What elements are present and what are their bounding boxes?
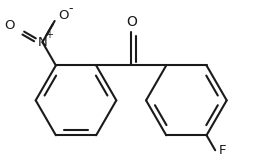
Text: F: F (219, 144, 227, 157)
Text: O: O (58, 9, 69, 22)
Text: +: + (45, 30, 53, 40)
Text: -: - (68, 2, 72, 15)
Text: O: O (126, 15, 137, 29)
Text: O: O (5, 19, 15, 32)
Text: N: N (38, 36, 47, 49)
